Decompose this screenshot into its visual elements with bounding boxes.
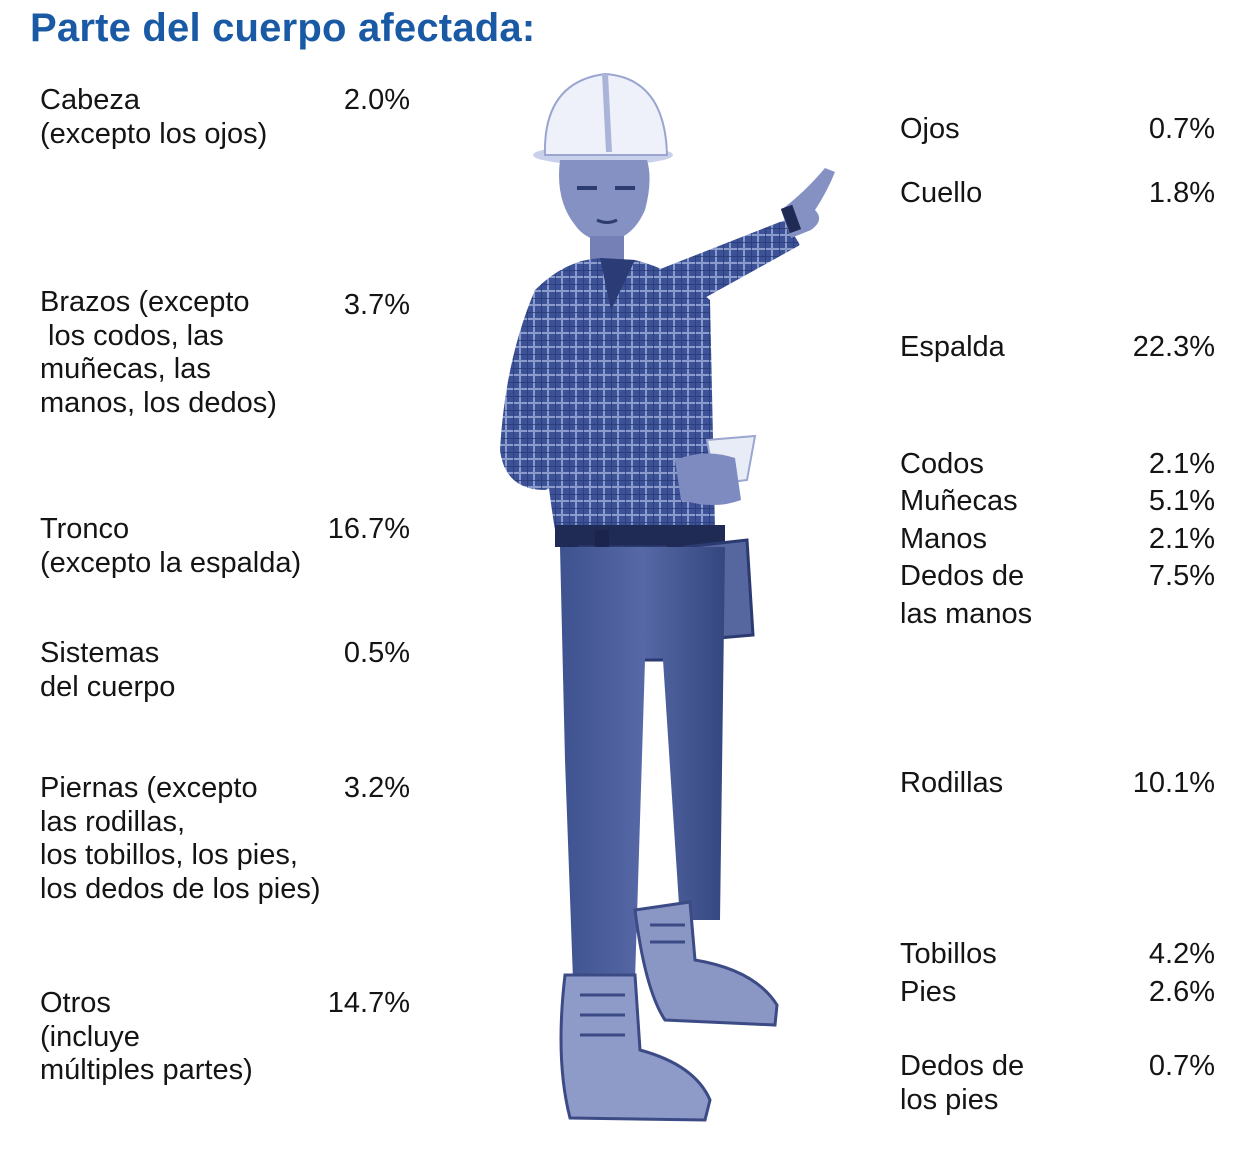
value-pies: 2.6% [1148,976,1215,1008]
label-rodillas: Rodillas [900,767,1004,799]
value-cuello: 1.8% [1148,177,1215,209]
value-tobillos: 4.2% [1148,938,1215,970]
label-tronco: Tronco (excepto la espalda) [40,513,302,579]
label-espalda: Espalda [900,331,1005,363]
label-pies: Pies [900,976,957,1008]
head-icon [559,160,650,242]
value-rodillas: 10.1% [1132,767,1215,799]
label-sistemas: Sistemas del cuerpo [40,637,176,703]
value-munecas: 5.1% [1148,485,1215,517]
label-manos: Manos [900,523,988,555]
cup-icon [675,434,757,505]
value-sistemas: 0.5% [343,637,410,669]
value-dedos-manos: 7.5% [1148,560,1215,592]
pointing-worker-figure [500,72,835,1122]
value-cabeza: 2.0% [343,84,410,116]
jeans-icon [560,547,725,980]
value-codos: 2.1% [1148,448,1215,480]
label-munecas: Muñecas [900,485,1018,517]
label-dedos-manos: Dedos de las manos [900,560,1033,630]
value-manos: 2.1% [1148,523,1215,555]
label-ojos: Ojos [900,113,960,145]
label-cabeza: Cabeza (excepto los ojos) [40,84,268,150]
label-brazos: Brazos (excepto los codos, las muñecas, … [40,286,277,419]
shirt-icon [500,258,715,530]
label-codos: Codos [900,448,984,480]
label-dedos-pies: Dedos de los pies [900,1050,1025,1116]
label-piernas: Piernas (excepto las rodillas, los tobil… [40,772,321,905]
value-dedos-pies: 0.7% [1148,1050,1215,1082]
value-ojos: 0.7% [1148,113,1215,145]
label-tobillos: Tobillos [900,938,997,970]
value-tronco: 16.7% [327,513,410,545]
value-piernas: 3.2% [343,772,410,804]
value-espalda: 22.3% [1132,331,1215,363]
hard-hat-icon [533,72,673,165]
label-otros: Otros (incluye múltiples partes) [40,987,253,1086]
value-otros: 14.7% [327,987,410,1019]
label-cuello: Cuello [900,177,983,209]
page-title: Parte del cuerpo afectada: [30,6,536,50]
value-brazos: 3.7% [343,289,410,321]
boots-icon [559,900,779,1122]
